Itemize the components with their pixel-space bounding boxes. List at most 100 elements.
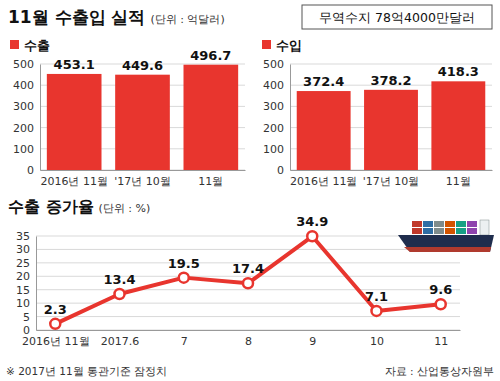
y-tick: 20	[16, 270, 36, 283]
point	[371, 306, 381, 316]
grid	[290, 64, 492, 170]
trade-balance: 무역수지 78억4000만달러	[319, 10, 475, 25]
ship-bridge	[480, 220, 489, 235]
title-text: 11월 수출입 실적	[8, 7, 146, 27]
ship-container	[412, 221, 422, 227]
x-tick-label: 2017.6	[101, 335, 140, 348]
y-tick: 30	[16, 243, 36, 256]
y-tick-label: 100	[263, 143, 284, 156]
chart-subtitle: (단위 : %)	[99, 202, 151, 215]
ship-stripe	[404, 247, 491, 252]
x-axis: 2016년 11월 '17년 10월 11월	[290, 170, 493, 188]
y-axis: 0 100 200 300 400 500	[263, 58, 291, 177]
trade-balance-box	[302, 5, 492, 29]
data-label: 496.7	[190, 48, 231, 63]
x-tick: 2016년 11월	[290, 170, 358, 188]
y-tick-label: 300	[13, 100, 34, 113]
x-tick: 2017.6	[101, 330, 140, 348]
y-tick-label: 100	[13, 143, 34, 156]
y-tick-label: 20	[16, 270, 30, 283]
grid	[40, 64, 245, 170]
y-tick: 100	[13, 143, 40, 156]
bar	[297, 91, 351, 170]
y-tick-label: 15	[16, 284, 30, 297]
x-tick: 2016년 11월	[40, 170, 108, 188]
y-tick-label: 300	[263, 100, 284, 113]
y-tick: 35	[16, 230, 36, 243]
x-tick: 9	[309, 330, 316, 348]
y-tick-label: 25	[16, 257, 30, 270]
chart-title: 수출 증가율 (단위 : %)	[8, 197, 150, 216]
x-tick-label: 10	[370, 335, 384, 348]
x-tick: '17년 10월	[363, 170, 420, 188]
y-tick: 0	[27, 164, 40, 177]
x-tick-label: 7	[181, 335, 188, 348]
axis-line	[291, 170, 493, 171]
grid-line	[36, 330, 460, 331]
y-tick-label: 30	[16, 243, 30, 256]
bars	[47, 65, 238, 170]
axis-line	[40, 65, 41, 171]
y-tick-label: 500	[13, 58, 34, 71]
chart-title: 수출	[24, 38, 50, 53]
ship-container	[423, 221, 433, 227]
x-tick-label: 11	[434, 335, 448, 348]
y-tick: 200	[263, 122, 290, 135]
grid-line	[36, 236, 460, 237]
y-tick-label: 200	[13, 122, 34, 135]
x-tick: 11월	[198, 170, 223, 188]
line-marks	[50, 231, 445, 329]
y-tick: 0	[277, 164, 290, 177]
data-label: 449.6	[122, 58, 163, 73]
data-label: 19.5	[168, 256, 200, 271]
point	[307, 231, 317, 241]
ship-container	[412, 228, 422, 234]
x-tick-label: 2016년 11월	[22, 335, 90, 348]
data-labels: 2.313.419.517.434.97.19.6	[44, 214, 452, 317]
bar	[431, 81, 485, 170]
y-tick: 500	[263, 58, 290, 71]
y-tick-label: 400	[13, 79, 34, 92]
y-tick: 300	[13, 100, 40, 113]
point	[50, 319, 60, 329]
y-tick-label: 10	[16, 297, 30, 310]
y-tick: 400	[263, 79, 290, 92]
y-tick: 500	[13, 58, 40, 71]
x-tick-label: 2016년 11월	[290, 175, 358, 188]
unit-text: (단위 : 억달러)	[151, 13, 225, 26]
data-label: 372.4	[303, 74, 344, 89]
chart-title-text: 수출 증가율	[8, 197, 94, 216]
ship-container	[445, 228, 455, 234]
y-tick-label: 35	[16, 230, 30, 243]
data-label: 418.3	[438, 64, 479, 79]
source: 자료 : 산업통상자원부	[385, 365, 494, 377]
x-tick: 11월	[446, 170, 471, 188]
footnote: ※ 2017년 11월 통관기준 잠정치	[6, 365, 167, 377]
ship-container	[434, 228, 444, 234]
point	[436, 299, 446, 309]
x-tick: 2016년 11월	[22, 330, 90, 348]
ship-container	[467, 228, 477, 234]
x-tick-label: 2016년 11월	[40, 175, 108, 188]
y-tick: 300	[263, 100, 290, 113]
data-label: 17.4	[232, 261, 264, 276]
line	[55, 236, 440, 324]
data-label: 13.4	[103, 272, 135, 287]
x-axis: 2016년 11월 '17년 10월 11월	[40, 170, 245, 188]
data-label: 34.9	[296, 214, 328, 229]
x-axis: 2016년 11월 2017.6 7 8 9 10 11	[22, 330, 460, 348]
x-tick: '17년 10월	[114, 170, 171, 188]
y-axis: 05101520253035	[16, 230, 37, 337]
x-tick: 10	[370, 330, 384, 348]
ship-container	[467, 221, 477, 227]
y-tick-label: 0	[277, 164, 284, 177]
ship-container	[445, 221, 455, 227]
infographic: 11월 수출입 실적(단위 : 억달러)무역수지 78억4000만달러01002…	[0, 0, 500, 381]
ship-hull	[398, 235, 494, 252]
x-tick: 8	[245, 330, 252, 348]
grid	[36, 236, 460, 330]
y-tick-label: 200	[263, 122, 284, 135]
bar	[47, 74, 102, 170]
x-tick-label: '17년 10월	[114, 175, 171, 188]
ship-container	[434, 221, 444, 227]
